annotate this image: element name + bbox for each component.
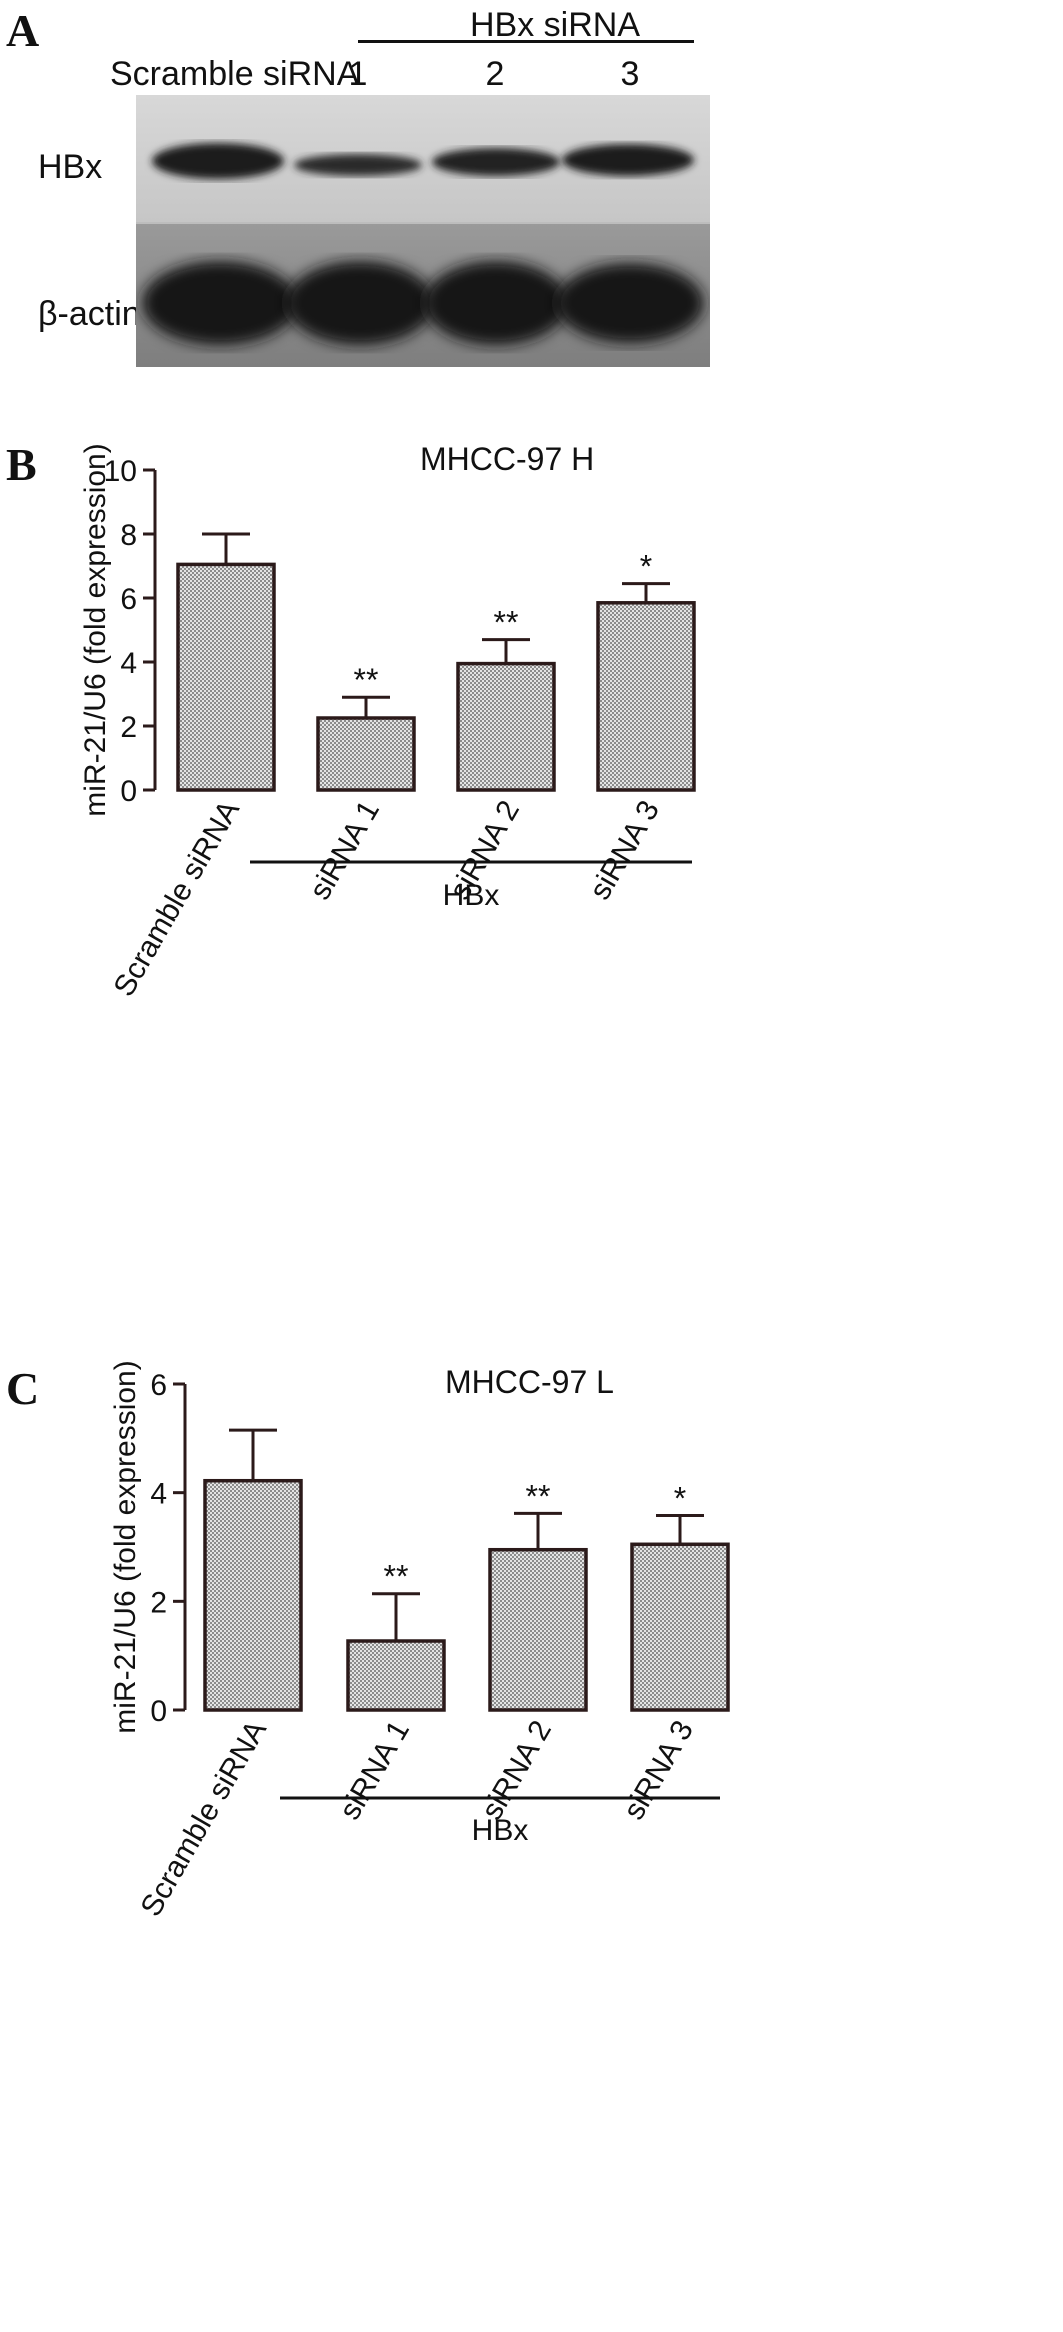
chart-b-ytick-label-1: 2	[120, 711, 137, 744]
actin-band-scramble	[142, 261, 298, 345]
chart-c-significance-2: **	[526, 1478, 551, 1514]
chart-b-ylabel: miR-21/U6 (fold expression)	[79, 443, 112, 816]
chart-c-bar-1	[346, 1639, 446, 1712]
chart-b-significance-3: *	[640, 549, 652, 585]
actin-band-sirna-2	[424, 261, 568, 345]
lane-label-3: 3	[620, 55, 640, 93]
chart-c-ytick-label-1: 2	[150, 1586, 167, 1619]
panel-a-letter: A	[6, 5, 40, 56]
chart-c-group-label: HBx	[472, 1814, 529, 1847]
chart-c-significance-1: **	[384, 1559, 409, 1595]
chart-b-bar-0	[176, 562, 276, 792]
scramble-sirna-label: Scramble siRNA	[110, 55, 360, 93]
chart-b-bar-1	[316, 716, 416, 792]
hbx-band-sirna-1	[294, 154, 422, 176]
hbx-band-scramble	[152, 143, 284, 179]
chart-c-bar-2	[488, 1547, 588, 1712]
chart-b-bar-2	[456, 661, 556, 792]
chart-c-category-label-1: siRNA 1	[333, 1715, 416, 1825]
chart-c-bar-0	[203, 1478, 303, 1712]
chart-b-group-label: HBx	[443, 879, 500, 912]
lane-label-2: 2	[485, 55, 505, 93]
chart-b-significance-2: **	[494, 605, 519, 641]
western-blot-image	[136, 95, 710, 367]
lane-label-1: 1	[348, 55, 368, 93]
chart-b-ytick-label-0: 0	[120, 775, 137, 808]
hbx-sirna-group-line	[358, 40, 694, 43]
chart-c-title: MHCC-97 L	[445, 1364, 614, 1400]
chart-b-ytick-label-5: 10	[104, 455, 137, 488]
chart-c-ytick-label-3: 6	[150, 1369, 167, 1402]
chart-c-ytick-label-0: 0	[150, 1695, 167, 1728]
chart-b-ytick-label-4: 8	[120, 519, 137, 552]
beta-actin-row-label: β-actin	[38, 295, 141, 333]
western-blot-svg	[136, 95, 710, 367]
actin-band-sirna-3	[556, 263, 704, 343]
chart-b-ytick-label-3: 6	[120, 583, 137, 616]
chart-c-category-label-3: siRNA 3	[617, 1715, 700, 1825]
chart-c-significance-3: *	[674, 1480, 686, 1516]
hbx-band-sirna-2	[432, 148, 560, 176]
chart-b-significance-1: **	[354, 662, 379, 698]
chart-c-bar-3	[630, 1542, 730, 1712]
chart-b-ytick-label-2: 4	[120, 647, 137, 680]
chart-c-category-label-0: Scramble siRNA	[134, 1715, 273, 1922]
panel-c-letter: C	[6, 1363, 40, 1414]
hbx-band-sirna-3	[562, 144, 694, 176]
hbx-row-label: HBx	[38, 148, 103, 186]
chart-c-category-label-2: siRNA 2	[475, 1715, 558, 1825]
chart-b-title: MHCC-97 H	[420, 441, 594, 477]
hbx-sirna-group-label: HBx siRNA	[470, 6, 641, 44]
chart-c-ylabel: miR-21/U6 (fold expression)	[109, 1360, 142, 1733]
chart-c-ytick-label-2: 4	[150, 1478, 167, 1511]
panel-b-letter: B	[6, 439, 37, 490]
actin-band-sirna-1	[286, 261, 434, 345]
chart-b-bar-3	[596, 601, 696, 792]
